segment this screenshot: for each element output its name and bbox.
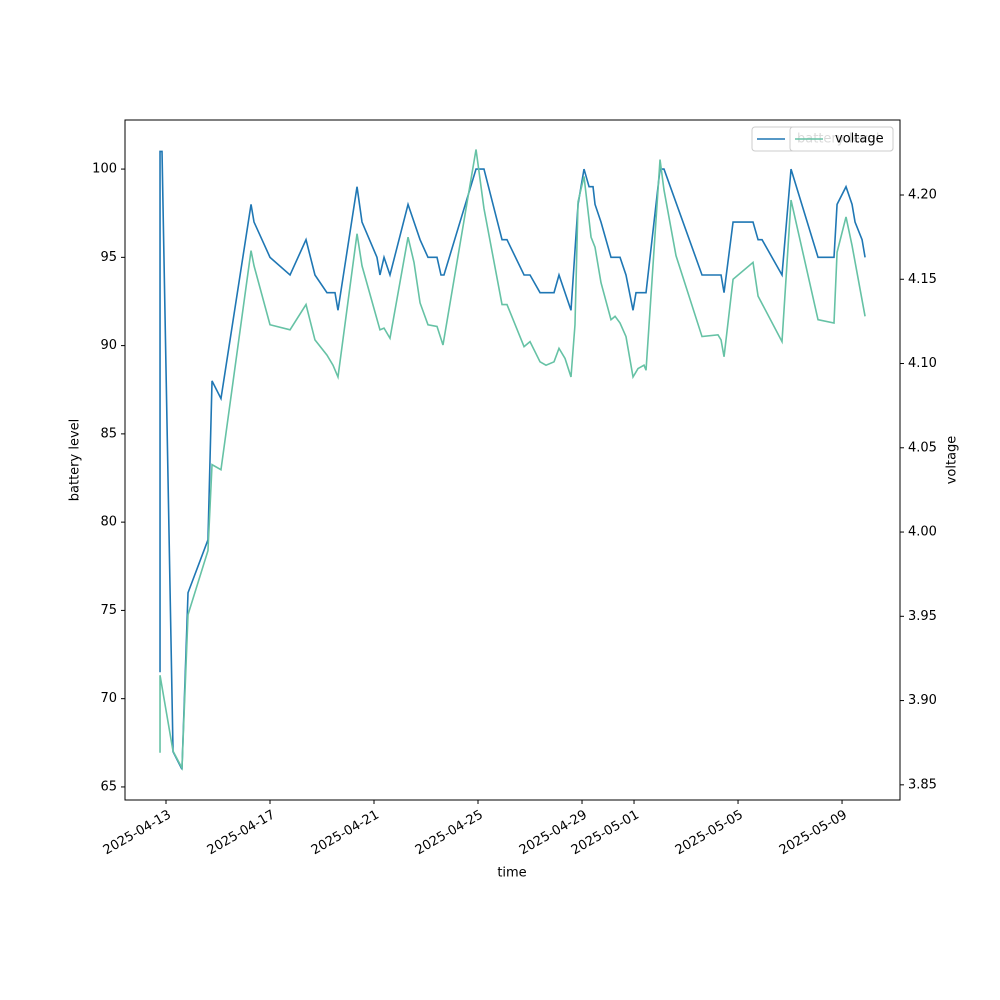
y2-tick-label: 4.15 <box>908 272 937 287</box>
y2-tick-label: 3.90 <box>908 693 937 708</box>
x-tick-label: 2025-05-09 <box>777 808 850 859</box>
x-axis-label: time <box>497 866 526 881</box>
y2-tick-label: 4.10 <box>908 356 937 371</box>
y2-axis-label: voltage <box>945 436 960 485</box>
y-tick-label: 100 <box>92 162 117 177</box>
y2-tick-label: 3.85 <box>908 777 937 792</box>
x-tick-label: 2025-04-13 <box>101 808 174 859</box>
y2-tick-label: 3.95 <box>908 609 937 624</box>
legend-label: voltage <box>835 132 884 147</box>
legend-box <box>789 126 894 152</box>
y2-tick-label: 4.20 <box>908 187 937 202</box>
y-tick-label: 90 <box>100 338 117 353</box>
x-tick-label: 2025-04-17 <box>205 808 278 859</box>
y-tick-label: 65 <box>100 779 117 794</box>
y-tick-label: 95 <box>100 250 117 265</box>
y2-tick-label: 4.05 <box>908 440 937 455</box>
series-line <box>159 149 866 771</box>
y2-tick-label: 4.00 <box>908 525 937 540</box>
x-tick-label: 2025-04-25 <box>413 808 486 859</box>
plot-frame <box>124 119 901 801</box>
y-tick-label: 80 <box>100 515 117 530</box>
y-tick-label: 70 <box>100 691 117 706</box>
y-axis-label: battery level <box>68 419 83 502</box>
x-tick-label: 2025-05-05 <box>673 808 746 859</box>
x-tick-label: 2025-04-21 <box>309 808 382 859</box>
series-line <box>159 150 866 770</box>
y-tick-label: 75 <box>100 603 117 618</box>
y-tick-label: 85 <box>100 426 117 441</box>
